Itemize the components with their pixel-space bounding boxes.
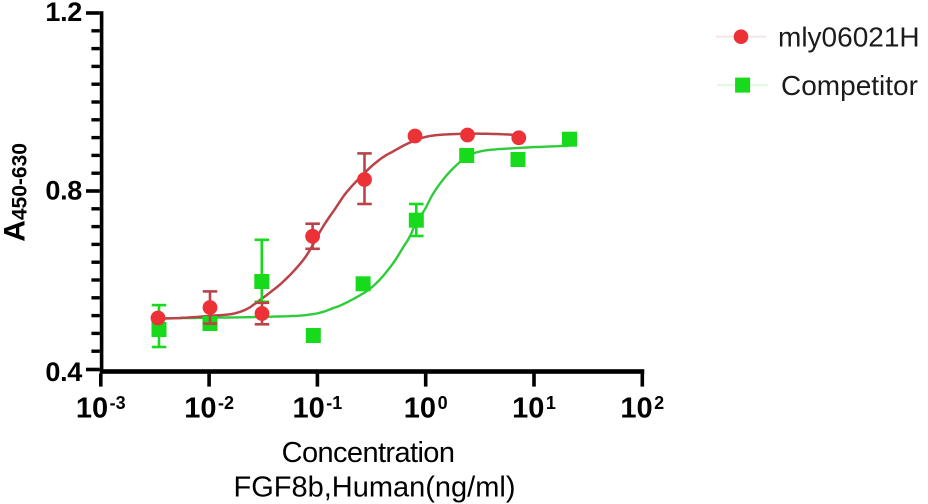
svg-text:0.8: 0.8 bbox=[45, 175, 82, 205]
svg-text:10-2: 10-2 bbox=[184, 392, 234, 424]
svg-text:FGF8b,Human(ng/ml): FGF8b,Human(ng/ml) bbox=[233, 472, 515, 504]
svg-text:mly06021H: mly06021H bbox=[778, 22, 920, 53]
svg-text:0.4: 0.4 bbox=[45, 357, 82, 387]
svg-text:Concentration: Concentration bbox=[282, 437, 455, 469]
svg-text:Competitor: Competitor bbox=[781, 70, 918, 101]
svg-text:1.2: 1.2 bbox=[45, 0, 82, 27]
svg-text:10-1: 10-1 bbox=[293, 392, 343, 424]
